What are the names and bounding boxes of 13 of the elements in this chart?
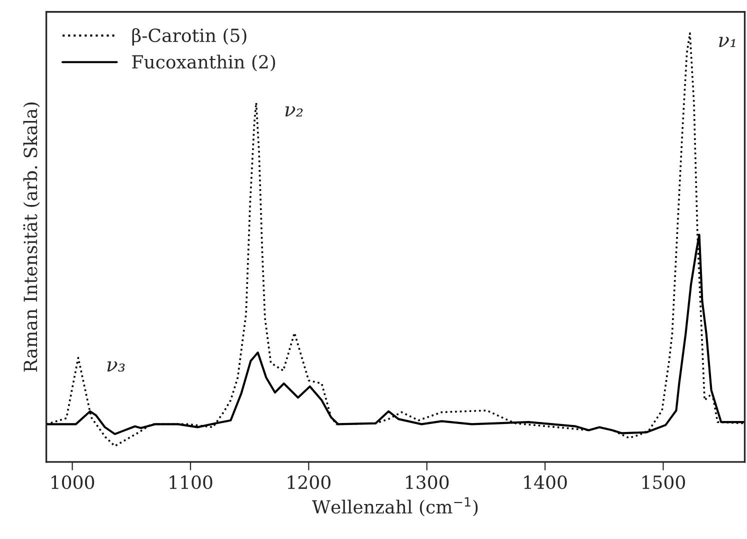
legend-label: β-Carotin (5) (132, 28, 246, 46)
x-tick-label: 1200 (288, 475, 330, 490)
x-tick-label: 1000 (52, 475, 94, 490)
annotation: ν₃ (107, 361, 125, 372)
x-tick-label: 1300 (406, 475, 449, 490)
x-tick-label: 1400 (524, 475, 567, 490)
x-axis-title: Wellenzahl (cm$^{−1}$) (312, 497, 478, 516)
x-tick-label: 1100 (170, 475, 212, 490)
legend-label: Fucoxanthin (2) (132, 54, 276, 72)
annotation: ν₁ (719, 36, 736, 48)
annotation: ν₂ (285, 106, 303, 116)
x-tick-label: 1500 (642, 475, 685, 490)
y-axis-title: Raman Intensität (arb. Skala) (23, 102, 40, 372)
